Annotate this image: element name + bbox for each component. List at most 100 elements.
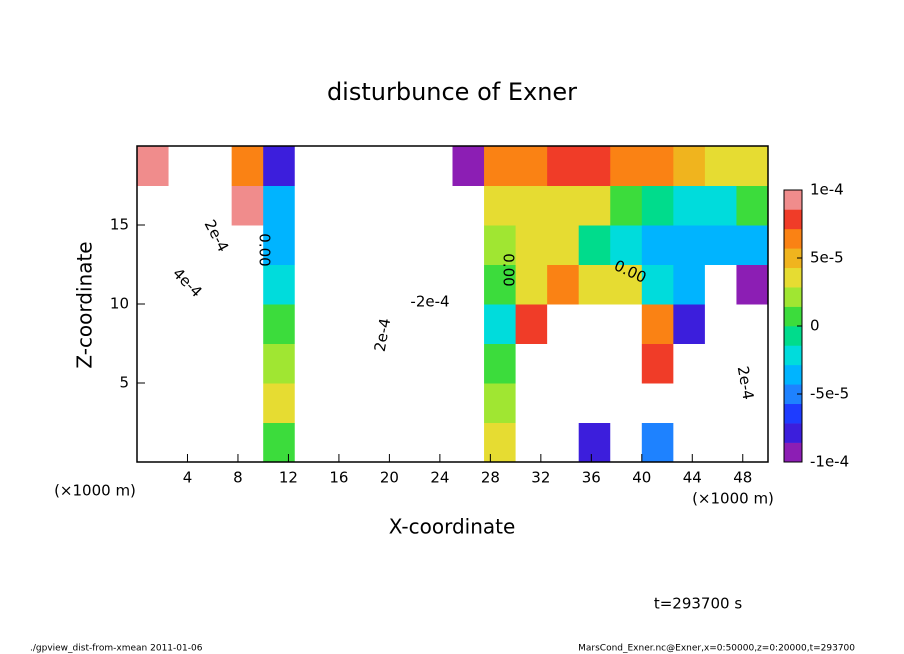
field-cell [231, 185, 264, 226]
field-cell [610, 185, 643, 226]
colorbar-swatch [784, 287, 802, 307]
field-cell [389, 422, 422, 463]
field-cell [673, 422, 706, 463]
x-tick-label: 12 [279, 469, 298, 487]
colorbar-label: 1e-4 [810, 181, 844, 199]
colorbar-label: 0 [810, 317, 820, 335]
field-cell [168, 422, 201, 463]
field-cell [294, 185, 327, 226]
x-tick-label: 16 [329, 469, 348, 487]
field-cell [389, 383, 422, 423]
field-cell [452, 383, 485, 423]
field-cell [200, 304, 233, 344]
field-cell [547, 343, 580, 384]
field-cell [294, 304, 327, 344]
x-tick-label: 44 [683, 469, 702, 487]
field-cell [231, 383, 264, 423]
field-cell [326, 264, 359, 305]
field-cell [452, 422, 485, 463]
field-cell [547, 225, 580, 265]
field-cell [263, 146, 296, 186]
field-cell [736, 343, 769, 384]
colorbar-swatch [784, 248, 802, 269]
field-cell [263, 304, 296, 344]
contour-label: 2e-4 [734, 365, 758, 401]
field-cell [168, 185, 201, 226]
colorbar-swatch [784, 423, 802, 443]
field-cell [231, 422, 264, 463]
field-cell [168, 225, 201, 265]
field-cell [641, 343, 674, 384]
field-cell [326, 304, 359, 344]
field-cell [389, 304, 422, 344]
field-cell [357, 146, 390, 186]
colorbar-swatch [784, 364, 802, 385]
field-cell [326, 422, 359, 463]
field-cell [673, 264, 706, 305]
field-cell [578, 422, 611, 463]
field-cell [231, 304, 264, 344]
field-cell [515, 343, 548, 384]
field-cell [515, 264, 548, 305]
field-cell [137, 264, 170, 305]
field-cell [452, 225, 485, 265]
field-cell [263, 422, 296, 463]
field-cell [326, 146, 359, 186]
field-cell [294, 225, 327, 265]
field-cell [641, 185, 674, 226]
field-cell [389, 185, 422, 226]
y-axis-label: Z-coordinate [73, 241, 97, 368]
field-cell [420, 264, 453, 305]
field-cell [547, 264, 580, 305]
field-cell [420, 343, 453, 384]
field-cell [231, 225, 264, 265]
field-cell [420, 422, 453, 463]
field-cell [263, 185, 296, 226]
field-cell [578, 264, 611, 305]
field-cell [515, 422, 548, 463]
colorbar-swatch [784, 384, 802, 405]
field-cell [610, 422, 643, 463]
field-cell [420, 225, 453, 265]
field-cell [294, 383, 327, 423]
field-cell [641, 264, 674, 305]
colorbar-swatch [784, 442, 802, 463]
field-cell [641, 146, 674, 186]
field-cell [673, 304, 706, 344]
colorbar-swatch [784, 209, 802, 230]
field-cell [200, 146, 233, 186]
field-cell [484, 343, 517, 384]
x-tick-label: 36 [582, 469, 601, 487]
field-cell [168, 343, 201, 384]
contour-label: 2e-4 [371, 317, 395, 353]
field-cell [484, 185, 517, 226]
field-cell [452, 264, 485, 305]
field-cell [641, 304, 674, 344]
field-cell [515, 304, 548, 344]
field-cell [484, 383, 517, 423]
x-tick-label: 20 [380, 469, 399, 487]
field-cell [673, 225, 706, 265]
field-cell [326, 343, 359, 384]
field-cell [704, 383, 737, 423]
field-cell [200, 383, 233, 423]
field-cell [168, 304, 201, 344]
field-cell [704, 304, 737, 344]
field-cell [673, 185, 706, 226]
colorbar-swatch [784, 403, 802, 424]
contour-label: -2e-4 [410, 293, 449, 311]
field-cell [610, 225, 643, 265]
x-tick-label: 28 [481, 469, 500, 487]
field-cell [610, 343, 643, 384]
field-cell [389, 225, 422, 265]
field-cell [137, 304, 170, 344]
x-tick-label: 40 [632, 469, 651, 487]
field-cell [168, 264, 201, 305]
field-cell [294, 146, 327, 186]
field-cell [420, 304, 453, 344]
field-cell [200, 264, 233, 305]
field-cell [137, 383, 170, 423]
y-tick-label: 15 [110, 216, 129, 234]
field-cell [389, 264, 422, 305]
field-cell [578, 343, 611, 384]
